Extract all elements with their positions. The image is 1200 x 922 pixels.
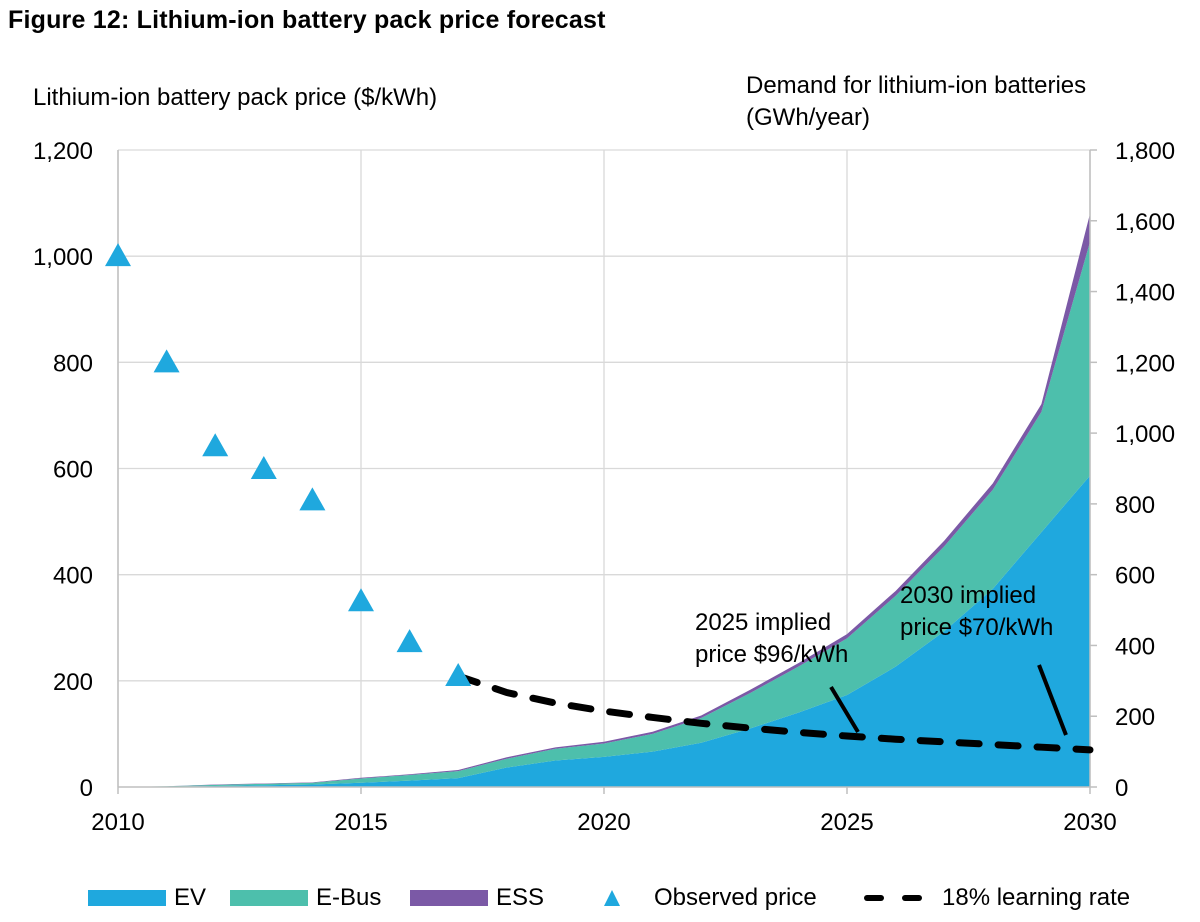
legend: EV E-Bus ESS Observed price 18% learning… xyxy=(0,878,1200,918)
area-e-bus xyxy=(118,242,1090,787)
annotation-text: price $96/kWh xyxy=(695,641,848,668)
y-tick-right-label: 1,800 xyxy=(1115,138,1175,165)
y-tick-right-label: 800 xyxy=(1115,492,1155,519)
y-tick-right-label: 600 xyxy=(1115,563,1155,590)
x-tick-label: 2015 xyxy=(334,809,387,836)
y-tick-left-label: 0 xyxy=(80,775,93,802)
legend-label-ebus: E-Bus xyxy=(316,884,382,911)
legend-item-learning-rate: 18% learning rate xyxy=(862,878,1130,918)
y-axis-right-label-line2: (GWh/year) xyxy=(746,104,871,131)
legend-item-observed-price: Observed price xyxy=(604,878,817,918)
stacked-areas xyxy=(118,213,1090,787)
y-tick-left-label: 200 xyxy=(53,669,93,696)
y-tick-right-label: 1,400 xyxy=(1115,280,1175,307)
observed-price-marker xyxy=(299,487,326,511)
x-tick-label: 2010 xyxy=(91,809,144,836)
y-tick-right-label: 0 xyxy=(1115,775,1128,802)
legend-label-learning-rate: 18% learning rate xyxy=(942,884,1131,911)
annotation-leader-line xyxy=(1037,664,1068,736)
legend-swatch-ev xyxy=(88,890,166,906)
legend-label-ev: EV xyxy=(174,884,207,911)
y-ticks-left: 0 200 400 600 800 1,000 1,200 xyxy=(33,138,93,802)
y-axis-right-label-line1: Demand for lithium-ion batteries xyxy=(746,72,1087,99)
area-ev xyxy=(118,475,1090,787)
y-tick-right-label: 1,600 xyxy=(1115,209,1175,236)
observed-price-marker xyxy=(153,349,180,373)
x-tick-label: 2025 xyxy=(820,809,873,836)
y-axis-left-label: Lithium-ion battery pack price ($/kWh) xyxy=(33,84,438,111)
y-tick-right-label: 200 xyxy=(1115,704,1155,731)
x-tick-label: 2020 xyxy=(577,809,630,836)
x-tick-label: 2030 xyxy=(1063,809,1116,836)
observed-price-markers xyxy=(105,243,472,687)
y-tick-left-label: 800 xyxy=(53,350,93,377)
learning-rate-line xyxy=(454,672,1094,754)
legend-label-observed-price: Observed price xyxy=(654,884,817,911)
annotations: 2025 implied price $96/kWh 2030 implied pri… xyxy=(695,582,1068,736)
observed-price-marker xyxy=(105,243,131,267)
observed-price-marker xyxy=(445,663,472,687)
annotation-text: 2025 implied xyxy=(695,609,831,636)
annotation-text: price $70/kWh xyxy=(900,614,1053,641)
annotation-text: 2030 implied xyxy=(900,582,1036,609)
observed-price-marker xyxy=(202,433,229,457)
legend-item-ebus: E-Bus xyxy=(230,878,381,918)
y-tick-right-label: 400 xyxy=(1115,633,1155,660)
annotation-leader-line xyxy=(829,685,860,734)
legend-item-ev: EV xyxy=(88,878,206,918)
legend-swatch-ess xyxy=(410,890,488,906)
y-tick-right-label: 1,000 xyxy=(1115,421,1175,448)
observed-price-marker xyxy=(348,588,374,612)
chart-title: Figure 12: Lithium-ion battery pack pric… xyxy=(8,6,606,34)
legend-swatch-ebus xyxy=(230,890,308,906)
learning-rate-path xyxy=(454,672,1094,754)
observed-price-marker xyxy=(250,456,277,480)
legend-item-ess: ESS xyxy=(410,878,544,918)
observed-price-marker xyxy=(396,629,423,653)
x-ticks: 2010 2015 2020 2025 2030 xyxy=(91,787,1117,836)
y-ticks-right: 0 200 400 600 800 1,000 1,200 1,400 1,600 1,800 xyxy=(1090,138,1175,802)
dashed-line-icon xyxy=(862,895,924,901)
y-tick-left-label: 400 xyxy=(53,563,93,590)
y-tick-left-label: 1,200 xyxy=(33,138,93,165)
y-axis-right-label: Demand for lithium-ion batteries (GWh/ye… xyxy=(746,70,1186,134)
y-tick-right-label: 1,200 xyxy=(1115,350,1175,377)
triangle-icon xyxy=(604,890,620,906)
y-tick-left-label: 1,000 xyxy=(33,244,93,271)
y-tick-left-label: 600 xyxy=(53,457,93,484)
legend-label-ess: ESS xyxy=(496,884,545,911)
